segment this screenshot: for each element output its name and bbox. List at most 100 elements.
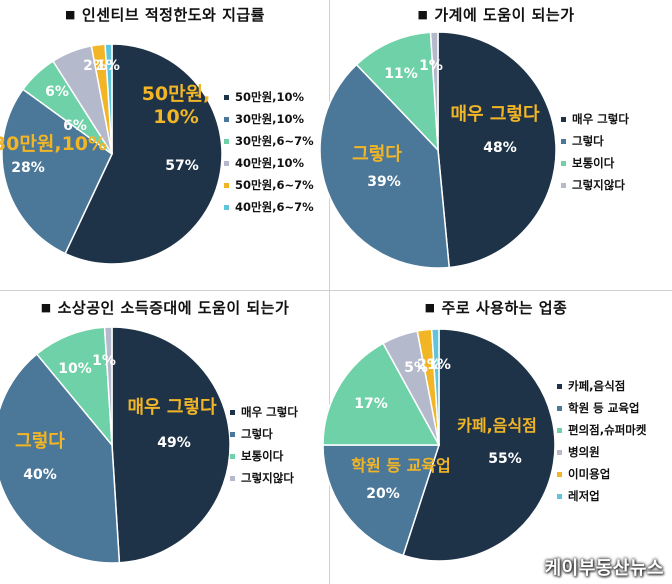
legend-swatch — [224, 182, 229, 188]
pie-slice — [0, 353, 121, 564]
legend-item: 매우 그렇다 — [230, 401, 298, 423]
legend-item: 레저업 — [557, 485, 646, 507]
legend-swatch — [557, 427, 562, 433]
legend-item: 40만원,10% — [224, 152, 314, 174]
legend-swatch — [561, 182, 566, 188]
data-label: 49% — [157, 435, 191, 451]
data-label: 40% — [23, 467, 57, 483]
chart-panel-incentive: ■ 인센티브 적정한도와 지급률 57% 28% 6% 6% 2% 1% 50만원, 10% 30… — [0, 0, 330, 290]
callout-label: 50만원, — [142, 83, 211, 105]
pie-slice — [111, 326, 231, 564]
legend-swatch — [557, 383, 562, 389]
data-label: 6% — [45, 84, 69, 100]
legend-label: 50만원,10% — [235, 90, 305, 104]
data-label: 5% — [404, 360, 428, 376]
legend-item: 카페,음식점 — [557, 375, 646, 397]
pie-slice — [322, 444, 441, 557]
legend-item: 편의점,슈퍼마켓 — [557, 419, 646, 441]
legend-item: 40만원,6~7% — [224, 196, 314, 218]
data-label: 17% — [354, 396, 388, 412]
legend-label: 편의점,슈퍼마켓 — [568, 423, 647, 437]
legend-item: 그렇지않다 — [230, 467, 298, 489]
legend-item: 30만원,6~7% — [224, 130, 314, 152]
chart-title: ■ 주로 사용하는 업종 — [424, 299, 568, 317]
chart-panel-industry: ■ 주로 사용하는 업종 55% 20% 17% 5% 2% 1% 카페,음식점 학원 등 교육… — [322, 293, 661, 583]
legend-label: 그렇지않다 — [572, 178, 625, 192]
data-label: 1% — [419, 58, 443, 74]
legend-swatch — [557, 493, 562, 499]
pie-slice — [437, 31, 557, 269]
legend-label: 학원 등 교육업 — [568, 401, 640, 415]
watermark: 케이부동산뉴스 — [544, 558, 664, 579]
pie-slice — [1, 88, 113, 255]
legend-label: 40만원,6~7% — [235, 200, 314, 214]
chart-title: ■ 가계에 도움이 되는가 — [417, 6, 575, 24]
legend-item: 50만원,6~7% — [224, 174, 314, 196]
legend-swatch — [224, 160, 229, 166]
legend-item: 그렇지않다 — [561, 174, 629, 196]
legend-label: 이미용업 — [568, 467, 611, 481]
legend-label: 보통이다 — [241, 449, 284, 463]
data-label: 2% — [83, 58, 107, 74]
pie-slice — [322, 342, 441, 446]
legend-label: 그렇다 — [572, 134, 604, 148]
horizontal-divider — [0, 290, 672, 291]
legend-item: 학원 등 교육업 — [557, 397, 646, 419]
callout-label: 10% — [153, 106, 198, 128]
legend-swatch — [230, 431, 235, 437]
callout-label: 카페,음식점 — [457, 416, 537, 435]
legend-swatch — [230, 475, 235, 481]
data-label: 48% — [483, 140, 517, 156]
chart-legend: 50만원,10% 30만원,10% 30만원,6~7% 40만원,10% 50만원,6~… — [224, 86, 314, 218]
legend-label: 레저업 — [568, 489, 600, 503]
pie-slice — [104, 43, 113, 155]
legend-label: 30만원,10% — [235, 112, 305, 126]
chart-title: ■ 인센티브 적정한도와 지급률 — [65, 6, 265, 24]
legend-label: 병의원 — [568, 445, 600, 459]
pie-slice — [103, 326, 113, 446]
data-label: 55% — [488, 451, 522, 467]
legend-swatch — [224, 116, 229, 122]
legend-label: 그렇다 — [241, 427, 273, 441]
pie-chart: 57% 28% 6% 6% 2%1% 50만원,10% 30만원,10% — [0, 43, 223, 265]
data-label: 20% — [366, 486, 400, 502]
pie-slice — [319, 63, 451, 269]
data-label: 57% — [165, 158, 199, 174]
legend-label: 보통이다 — [572, 156, 615, 170]
data-label: 6% — [63, 118, 87, 134]
callout-label: 매우 그렇다 — [450, 104, 540, 125]
legend-swatch — [224, 138, 229, 144]
data-label: 2% — [417, 357, 441, 373]
legend-label: 30만원,6~7% — [235, 134, 314, 148]
legend-label: 50만원,6~7% — [235, 178, 314, 192]
data-label: 28% — [11, 160, 45, 176]
legend-swatch — [230, 409, 235, 415]
legend-label: 매우 그렇다 — [572, 112, 629, 126]
callout-label: 30만원,10% — [0, 133, 107, 155]
callout-label: 그렇다 — [15, 431, 65, 452]
callout-label: 매우 그렇다 — [127, 397, 217, 418]
pie-slice — [64, 43, 223, 265]
legend-item: 병의원 — [557, 441, 646, 463]
legend-label: 매우 그렇다 — [241, 405, 298, 419]
pie-slice — [355, 31, 439, 153]
legend-swatch — [557, 449, 562, 455]
legend-item: 매우 그렇다 — [561, 108, 629, 130]
legend-item: 보통이다 — [561, 152, 629, 174]
legend-item: 30만원,10% — [224, 108, 314, 130]
data-label: 11% — [384, 66, 418, 82]
legend-item: 50만원,10% — [224, 86, 314, 108]
data-label: 1% — [427, 357, 451, 373]
legend-label: 40만원,10% — [235, 156, 305, 170]
legend-swatch — [561, 160, 566, 166]
legend-item: 그렇다 — [561, 130, 629, 152]
legend-swatch — [561, 116, 566, 122]
legend-label: 카페,음식점 — [568, 379, 626, 393]
legend-swatch — [224, 204, 229, 210]
callout-label: 그렇다 — [352, 144, 402, 165]
legend-item: 그렇다 — [230, 423, 298, 445]
pie-slice — [402, 328, 556, 562]
